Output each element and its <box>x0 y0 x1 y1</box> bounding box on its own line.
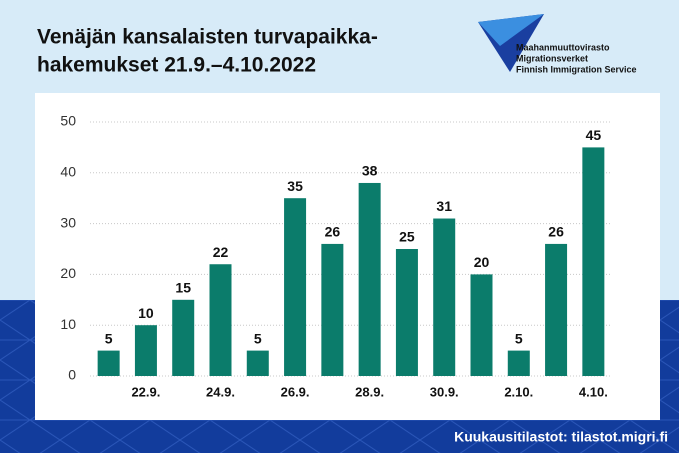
x-tick-label: 22.9. <box>131 384 160 399</box>
x-tick-label: 30.9. <box>430 384 459 399</box>
value-label: 31 <box>436 198 452 214</box>
y-tick-label: 20 <box>60 265 76 281</box>
value-label: 5 <box>105 330 113 346</box>
value-label: 26 <box>325 224 341 240</box>
bar <box>470 274 493 376</box>
bar <box>284 198 307 376</box>
bar <box>358 182 381 376</box>
bar <box>134 325 157 376</box>
bar <box>209 264 232 376</box>
bar <box>507 350 530 376</box>
bar <box>395 249 418 376</box>
x-tick-label: 2.10. <box>504 384 533 399</box>
y-tick-label: 0 <box>68 367 76 383</box>
bar <box>433 218 456 376</box>
value-label: 10 <box>138 305 154 321</box>
x-tick-label: 24.9. <box>206 384 235 399</box>
value-label: 20 <box>474 254 490 270</box>
value-label: 38 <box>362 163 378 179</box>
y-tick-label: 50 <box>60 113 76 129</box>
x-tick-label: 28.9. <box>355 384 384 399</box>
bar <box>582 147 605 376</box>
y-tick-label: 10 <box>60 316 76 332</box>
logo-text: Maahanmuuttovirasto <box>516 42 610 52</box>
x-tick-label: 26.9. <box>281 384 310 399</box>
bar <box>321 243 344 376</box>
value-label: 45 <box>586 127 602 143</box>
value-label: 25 <box>399 229 415 245</box>
value-label: 22 <box>213 244 229 260</box>
chart-title: hakemukset 21.9.–4.10.2022 <box>37 54 316 77</box>
bar <box>172 299 195 376</box>
value-label: 15 <box>175 280 191 296</box>
chart-title: Venäjän kansalaisten turvapaikka- <box>37 26 378 49</box>
x-tick-label: 4.10. <box>579 384 608 399</box>
logo-text: Migrationsverket <box>516 53 588 63</box>
bar <box>545 243 568 376</box>
value-label: 5 <box>254 330 262 346</box>
value-label: 5 <box>515 330 523 346</box>
value-label: 35 <box>287 178 303 194</box>
y-tick-label: 30 <box>60 214 76 230</box>
y-tick-label: 40 <box>60 164 76 180</box>
logo-mark <box>478 14 544 46</box>
footer: Kuukausitilastot: tilastot.migri.fi <box>454 429 668 445</box>
bar <box>246 350 269 376</box>
value-label: 26 <box>548 224 564 240</box>
bar <box>97 350 120 376</box>
logo-text: Finnish Immigration Service <box>516 64 637 74</box>
